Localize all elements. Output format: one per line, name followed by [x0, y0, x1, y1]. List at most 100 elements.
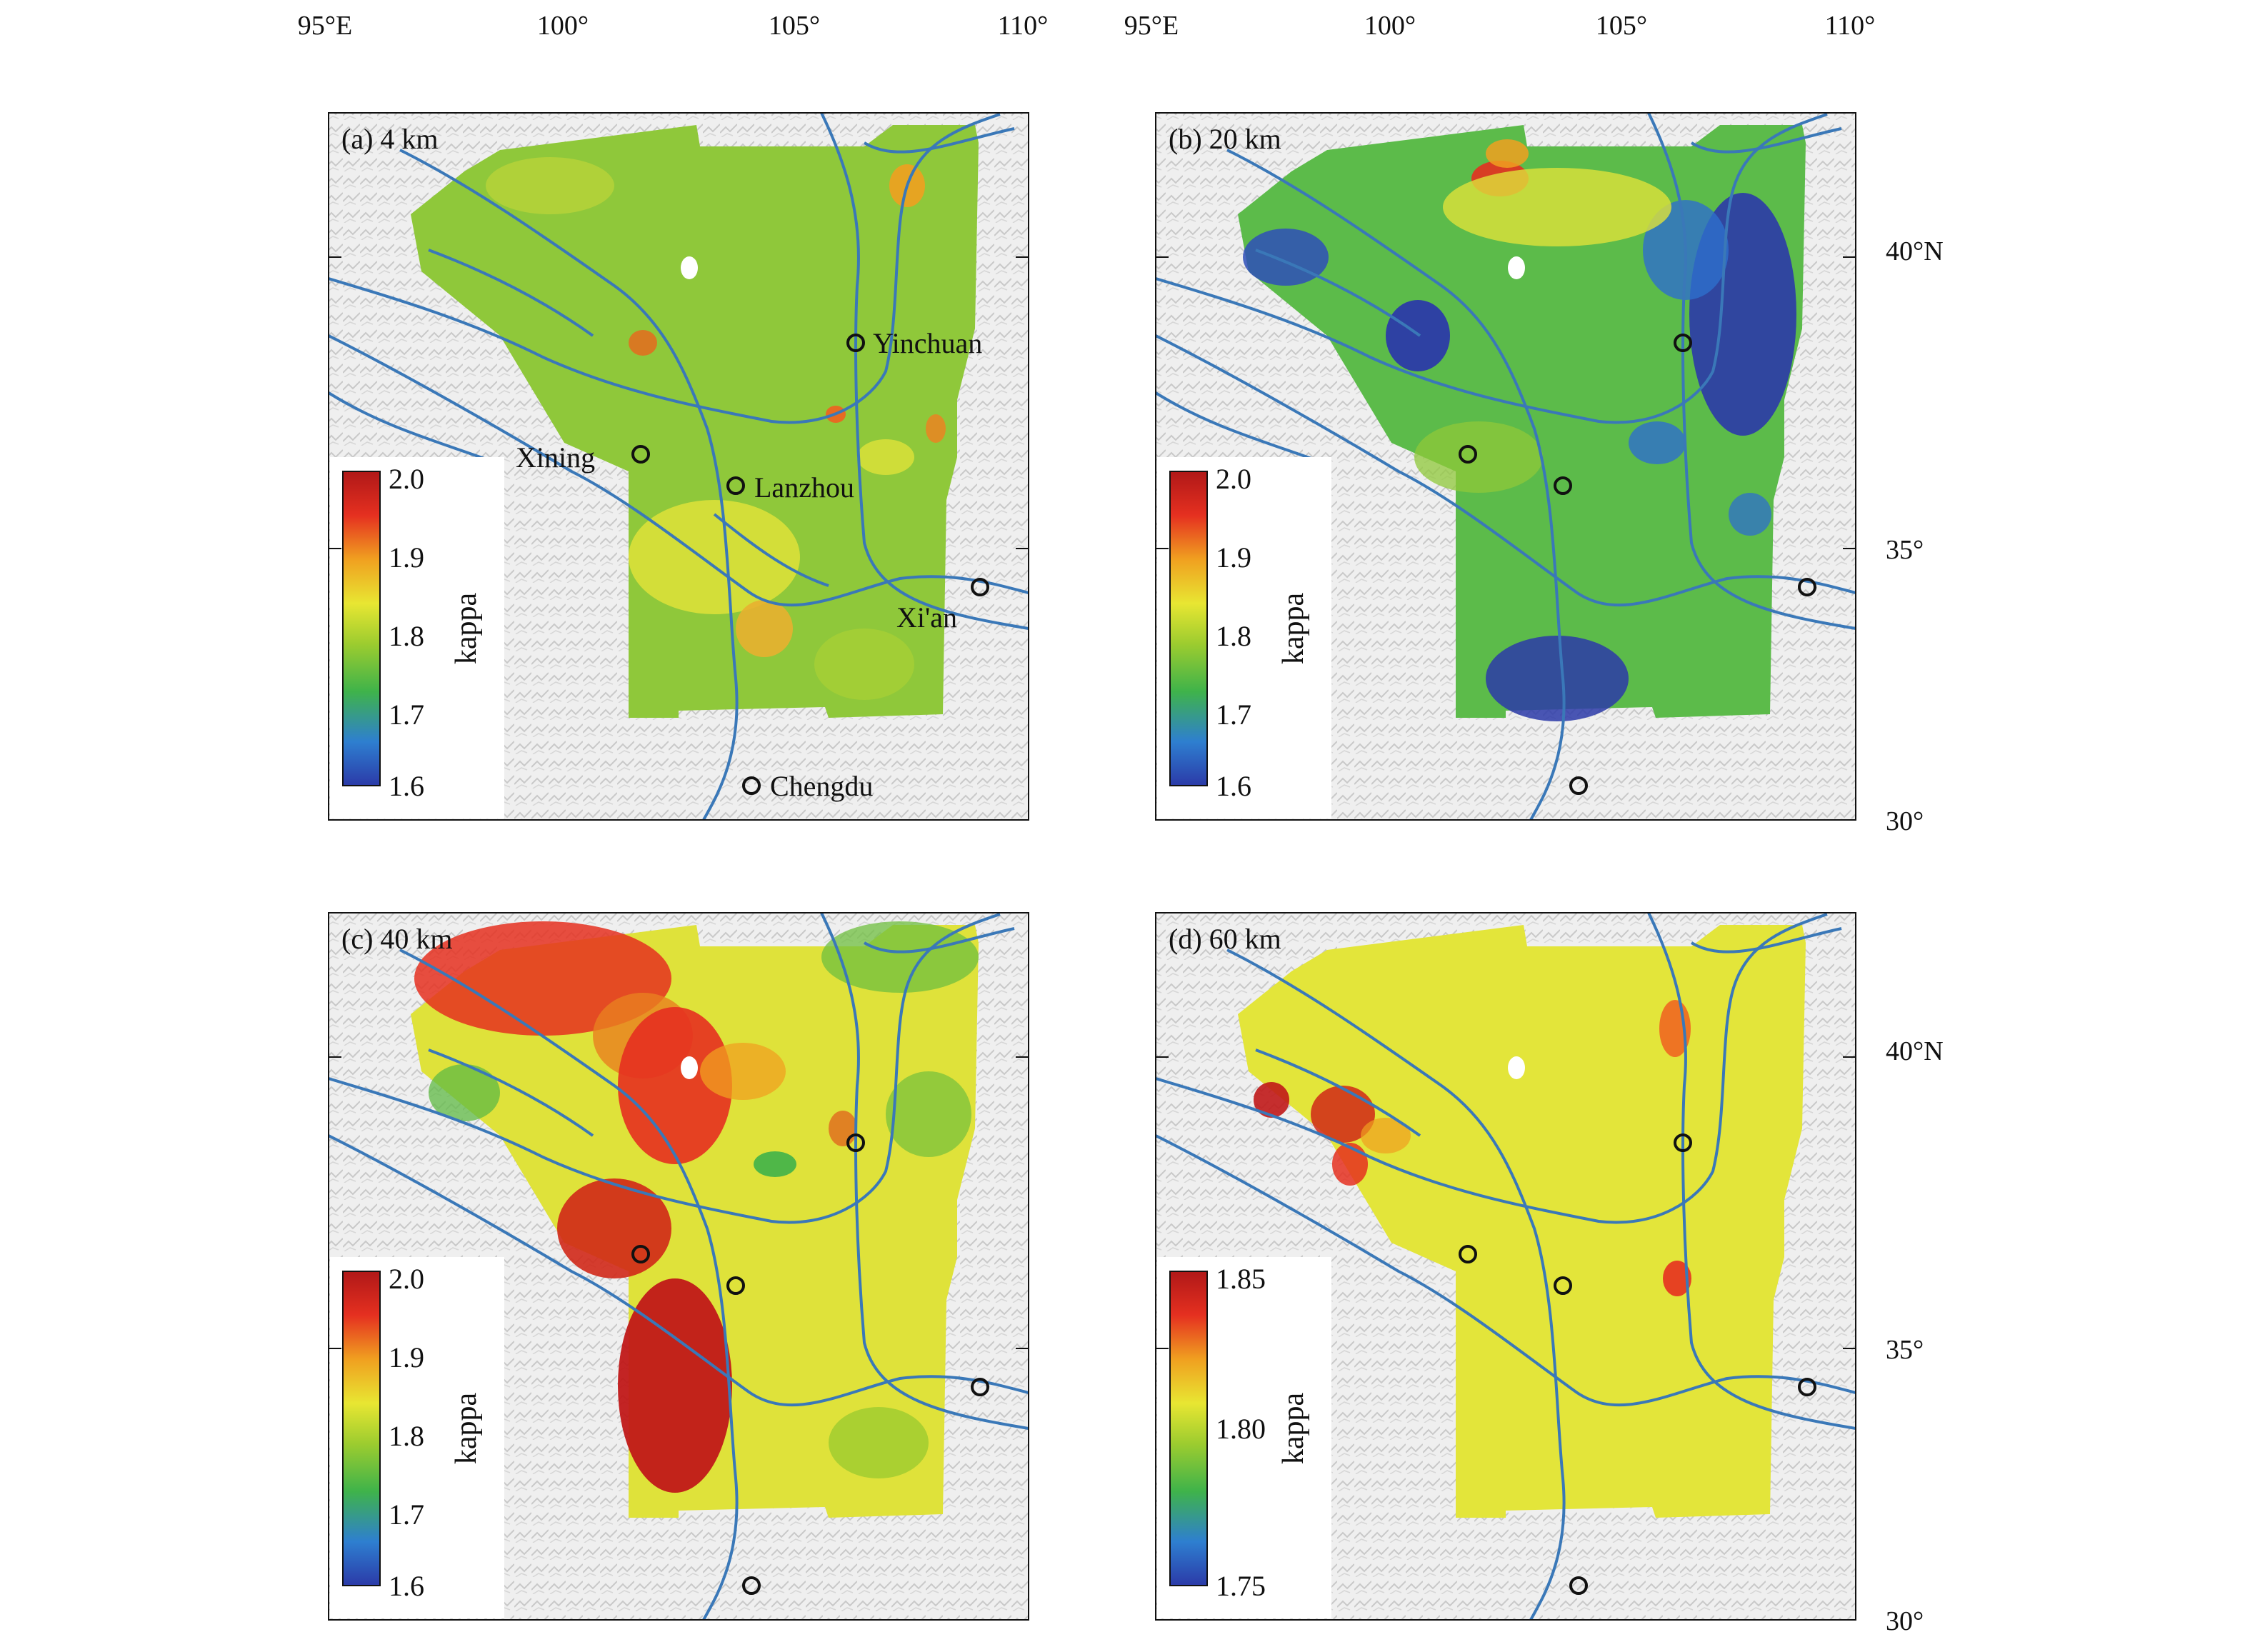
colorbar-title: kappa	[450, 593, 483, 665]
panel-d-frame	[1155, 912, 1856, 1621]
city-label-xining: Xining	[516, 441, 595, 474]
city-marker-chengdu	[742, 776, 761, 795]
colorbar-tick: 1.6	[389, 1570, 424, 1602]
panel-b	[1156, 113, 1856, 820]
city-marker-xian	[971, 578, 989, 596]
city-marker	[1459, 445, 1477, 464]
colorbar-scale	[342, 1271, 381, 1586]
lat-label: 35°	[1886, 1335, 1924, 1365]
anomaly	[618, 1007, 732, 1164]
city-marker	[1569, 1576, 1588, 1595]
colorbar-tick: 2.0	[389, 463, 424, 495]
anomaly	[829, 1111, 857, 1146]
colorbar-tick: 1.7	[1216, 699, 1251, 731]
anomaly	[700, 1043, 786, 1100]
city-marker	[1674, 334, 1692, 352]
anomaly	[1486, 636, 1629, 721]
panel-b-label: (b) 20 km	[1169, 123, 1281, 155]
city-marker	[1798, 578, 1816, 596]
colorbar-title: kappa	[1277, 593, 1310, 665]
anomaly	[857, 439, 914, 475]
anomaly	[1629, 421, 1686, 464]
data-gap	[1508, 1056, 1525, 1079]
lat-labels-top: 40°N 35° 30°	[1886, 236, 1944, 836]
colorbar-tick: 1.9	[389, 541, 424, 574]
colorbar-tick: 1.7	[389, 1498, 424, 1531]
city-marker	[846, 1133, 865, 1152]
lat-label: 40°N	[1886, 1036, 1944, 1066]
colorbar-tick: 1.7	[389, 699, 424, 731]
anomaly	[1243, 229, 1329, 286]
colorbar-a: 2.0 1.9 1.8 1.7 1.6 kappa	[330, 457, 504, 819]
anomaly	[1486, 139, 1529, 168]
data-gap	[681, 256, 698, 279]
city-label-yinchuan: Yinchuan	[873, 327, 982, 359]
fault-lines	[1156, 113, 1856, 820]
lat-label: 40°N	[1886, 236, 1944, 266]
anomaly	[754, 1151, 796, 1177]
lon-label: 105°	[769, 11, 820, 41]
panel-c-frame	[328, 912, 1029, 1621]
anomaly	[926, 414, 946, 443]
fault-lines	[1156, 913, 1856, 1620]
city-marker	[742, 1576, 761, 1595]
panel-a-frame	[328, 112, 1029, 821]
colorbar-tick: 1.8	[389, 620, 424, 652]
city-marker	[1459, 1245, 1477, 1263]
city-marker	[1554, 476, 1572, 495]
lon-label: 110°	[998, 11, 1049, 41]
fault-lines	[329, 913, 1029, 1620]
data-gap	[681, 1056, 698, 1079]
colorbar-c: 2.0 1.9 1.8 1.7 1.6 kappa	[330, 1257, 504, 1618]
city-label-chengdu: Chengdu	[770, 770, 873, 802]
lat-labels-bottom: 40°N 35° 30°	[1886, 1036, 1944, 1636]
city-marker	[631, 1245, 650, 1263]
anomaly	[821, 921, 979, 993]
city-label-lanzhou: Lanzhou	[754, 471, 854, 504]
city-marker-xining	[631, 445, 650, 464]
colorbar-scale	[1169, 471, 1208, 786]
lon-label: 100°	[1364, 11, 1416, 41]
colorbar-tick: 1.80	[1216, 1413, 1266, 1445]
lon-labels-left: 95°E 100° 105° 110°	[298, 11, 1049, 41]
city-marker	[1569, 776, 1588, 795]
lon-label: 110°	[1825, 11, 1876, 41]
anomaly	[1311, 1086, 1375, 1143]
anomaly	[736, 600, 793, 657]
anomaly	[1361, 1118, 1411, 1153]
city-marker-yinchuan	[846, 334, 865, 352]
cities	[631, 334, 989, 795]
colorbar-tick: 1.8	[1216, 620, 1251, 652]
city-marker	[1674, 1133, 1692, 1152]
city-marker	[1554, 1276, 1572, 1295]
panel-a-label: (a) 4 km	[341, 123, 439, 155]
anomaly	[1729, 493, 1771, 536]
anomaly	[1332, 1143, 1368, 1186]
anomaly	[629, 330, 657, 356]
anomaly	[629, 500, 800, 614]
panel-b-frame	[1155, 112, 1856, 821]
lon-label: 105°	[1596, 11, 1647, 41]
lat-label: 30°	[1886, 806, 1924, 836]
lon-labels-right: 95°E 100° 105° 110°	[1124, 11, 1876, 41]
kappa-anomalies	[486, 157, 946, 700]
city-marker	[971, 1378, 989, 1396]
anomaly	[886, 1071, 971, 1157]
colorbar-tick: 1.75	[1216, 1570, 1266, 1602]
colorbar-title: kappa	[450, 1393, 483, 1465]
city-marker	[726, 1276, 745, 1295]
colorbar-tick: 1.9	[1216, 541, 1251, 574]
colorbar-tick: 2.0	[389, 1263, 424, 1295]
city-label-xian: Xi'an	[896, 601, 957, 634]
colorbar-scale	[342, 471, 381, 786]
cities	[1459, 334, 1816, 795]
kappa-region	[411, 925, 979, 1518]
panel-c-label: (c) 40 km	[341, 923, 453, 955]
anomaly	[829, 1407, 929, 1478]
anomaly	[429, 1064, 500, 1121]
lon-label: 95°E	[1124, 11, 1179, 41]
colorbar-tick: 1.8	[389, 1420, 424, 1452]
colorbar-d: 1.85 1.80 1.75 kappa	[1157, 1257, 1331, 1618]
lon-label: 100°	[537, 11, 589, 41]
